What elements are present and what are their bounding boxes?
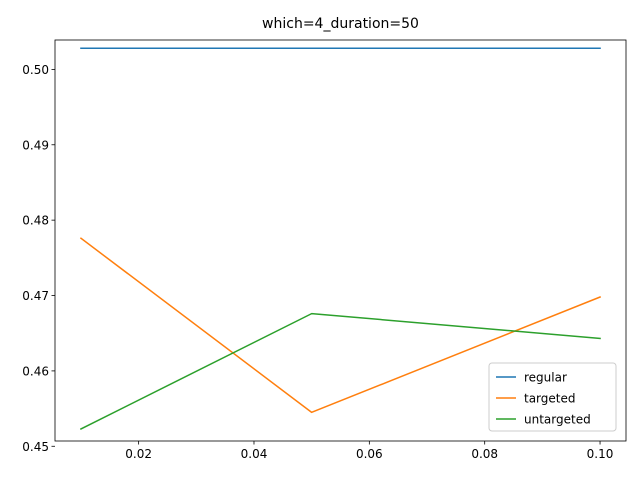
x-tick-label: 0.04 (241, 447, 268, 461)
y-tick-label: 0.50 (22, 63, 49, 77)
y-tick-label: 0.49 (22, 138, 49, 152)
x-tick-label: 0.10 (587, 447, 614, 461)
plot-area: 0.02 0.04 0.06 0.08 0.10 0.450.460.470.480.4… (22, 39, 627, 461)
y-axis: 0.45 0.46 0.47 0.48 0.49 0.50 (22, 63, 55, 454)
series-line-targeted (79, 237, 602, 414)
x-tick-label: 0.06 (356, 447, 383, 461)
legend-label-untargeted: untargeted (524, 413, 591, 427)
y-tick-label: 0.45 (22, 440, 49, 454)
x-tick-label: 0.02 (125, 447, 152, 461)
x-tick-label: 0.08 (471, 447, 498, 461)
series-line-untargeted (79, 312, 601, 430)
legend-label-regular: regular (524, 371, 567, 385)
legend: regular targeted untargeted (488, 362, 617, 432)
y-tick-label: 0.48 (22, 214, 49, 228)
x-axis: 0.02 0.04 0.06 0.08 0.10 (125, 441, 613, 461)
y-tick-label: 0.46 (22, 364, 49, 378)
y-tick-label: 0.47 (22, 289, 49, 303)
chart-title: which=4_duration=50 (262, 16, 419, 32)
legend-box (488, 362, 617, 432)
legend-label-targeted: targeted (524, 392, 576, 406)
axes-frame (54, 39, 627, 442)
series-layer (79, 47, 602, 430)
